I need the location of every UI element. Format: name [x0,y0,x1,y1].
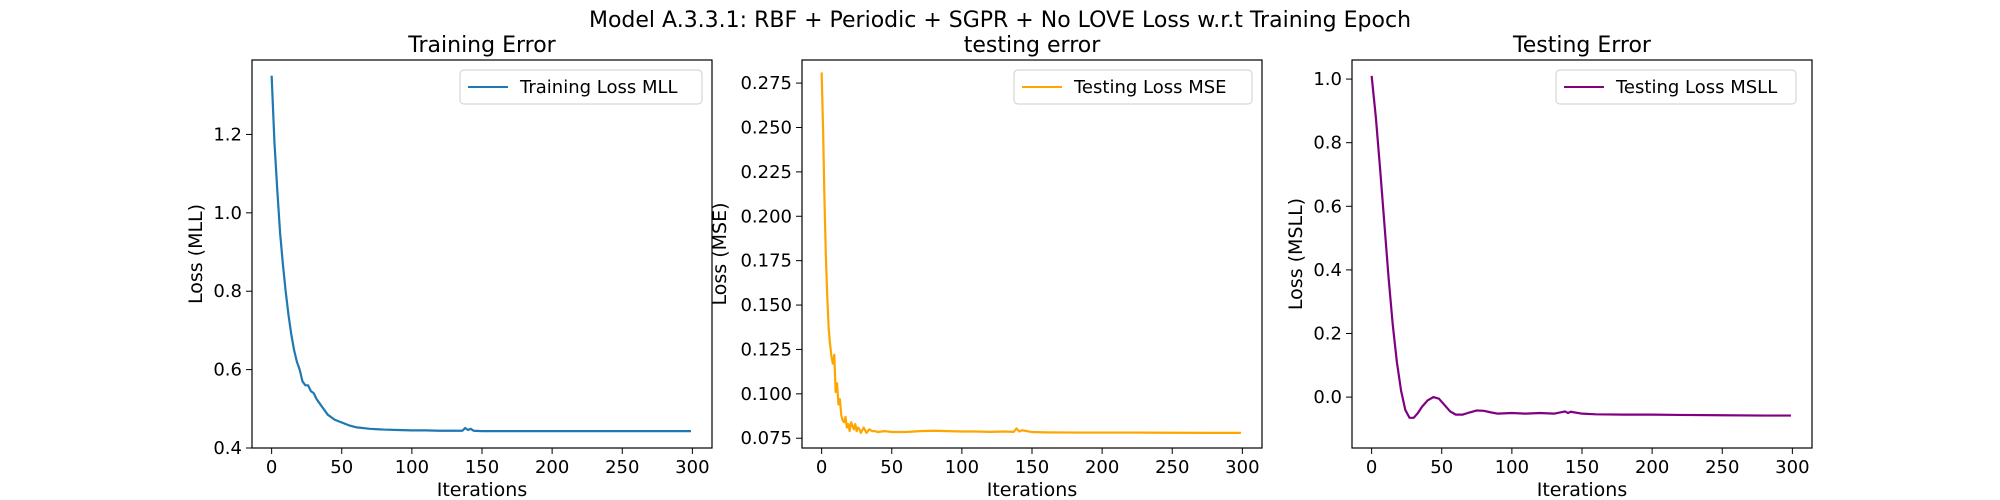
x-tick-label: 250 [1155,457,1189,478]
x-tick-label: 100 [1495,457,1529,478]
x-tick-label: 150 [1565,457,1599,478]
subplot-testing-mse: testing error Iterations Loss (MSE) 0 50 1… [709,33,1263,500]
axes-frame [801,59,1263,449]
x-tick-label: 150 [1015,457,1049,478]
x-tick-label: 100 [945,457,979,478]
y-tick-label: 0.4 [1313,260,1342,281]
axes-frame [1351,59,1813,449]
x-tick-label: 300 [1775,457,1809,478]
y-tick-label: 0.4 [213,438,242,459]
x-tick-label: 0 [816,457,827,478]
legend-label: Testing Loss MSE [1073,77,1227,98]
y-tick-label: 0.6 [213,360,242,381]
x-tick-label: 150 [465,457,499,478]
axes-frame [251,59,713,449]
y-tick-label: 0.275 [740,73,792,94]
legend-box [459,69,703,105]
x-tick-label: 0 [266,457,277,478]
legend: Testing Loss MSLL [1555,69,1797,105]
figure-title: Model A.3.3.1: RBF + Periodic + SGPR + N… [589,8,1411,33]
y-axis-label: Loss (MSE) [709,203,731,306]
x-tick-label: 50 [1430,457,1453,478]
y-tick-label: 0.6 [1313,196,1342,217]
legend-box [1555,69,1797,105]
subplot-title: Training Error [407,33,556,58]
subplot-training-error: Training Error Iterations Loss (MLL) 0 50… [185,33,713,500]
y-tick-label: 0.0 [1313,387,1342,408]
x-tick-label: 300 [1225,457,1259,478]
y-tick-label: 1.0 [213,203,242,224]
x-tick-label: 200 [1635,457,1669,478]
x-tick-label: 0 [1366,457,1377,478]
legend-box [1013,69,1253,105]
y-tick-label: 0.250 [740,117,792,138]
x-axis-label: Iterations [987,479,1078,500]
x-tick-label: 200 [1085,457,1119,478]
y-tick-label: 0.200 [740,206,792,227]
y-tick-label: 0.075 [740,428,792,449]
legend-label: Testing Loss MSLL [1615,77,1777,98]
y-tick-label: 0.2 [1313,324,1342,345]
x-tick-label: 300 [675,457,709,478]
legend: Testing Loss MSE [1013,69,1253,105]
x-axis-label: Iterations [437,479,528,500]
y-tick-label: 1.2 [213,124,242,145]
subplot-testing-msll: Testing Error Iterations Loss (MSLL) 0 50… [1285,33,1813,500]
legend: Training Loss MLL [459,69,703,105]
y-tick-label: 0.175 [740,251,792,272]
x-axis-label: Iterations [1537,479,1628,500]
y-tick-label: 0.125 [740,339,792,360]
x-tick-label: 50 [330,457,353,478]
series-line-0 [1370,75,1791,419]
subplot-title: testing error [964,33,1101,58]
y-tick-label: 0.100 [740,384,792,405]
legend-label: Training Loss MLL [519,77,678,98]
x-tick-label: 200 [535,457,569,478]
y-tick-label: 0.225 [740,162,792,183]
x-tick-label: 250 [605,457,639,478]
plot-area: 0 50 100 150 200 250 300 0.0 0.2 0.4 0.6 0.8 1.0 [1313,59,1813,478]
subplot-title: Testing Error [1512,33,1652,58]
y-tick-label: 0.8 [213,281,242,302]
plot-area: 0 50 100 150 200 250 300 0.4 0.6 0.8 1.0 1.2 [213,59,713,478]
x-tick-label: 250 [1705,457,1739,478]
y-tick-label: 0.8 [1313,133,1342,154]
plot-area: 0 50 100 150 200 250 300 0.075 0.100 0.125 0.150 0.… [740,59,1263,478]
y-tick-label: 1.0 [1313,69,1342,90]
x-tick-label: 100 [395,457,429,478]
y-axis-label: Loss (MSLL) [1285,198,1307,310]
x-tick-label: 50 [880,457,903,478]
y-tick-label: 0.150 [740,295,792,316]
y-axis-label: Loss (MLL) [185,204,207,304]
series-line-0 [270,75,691,433]
series-line-0 [820,72,1241,435]
